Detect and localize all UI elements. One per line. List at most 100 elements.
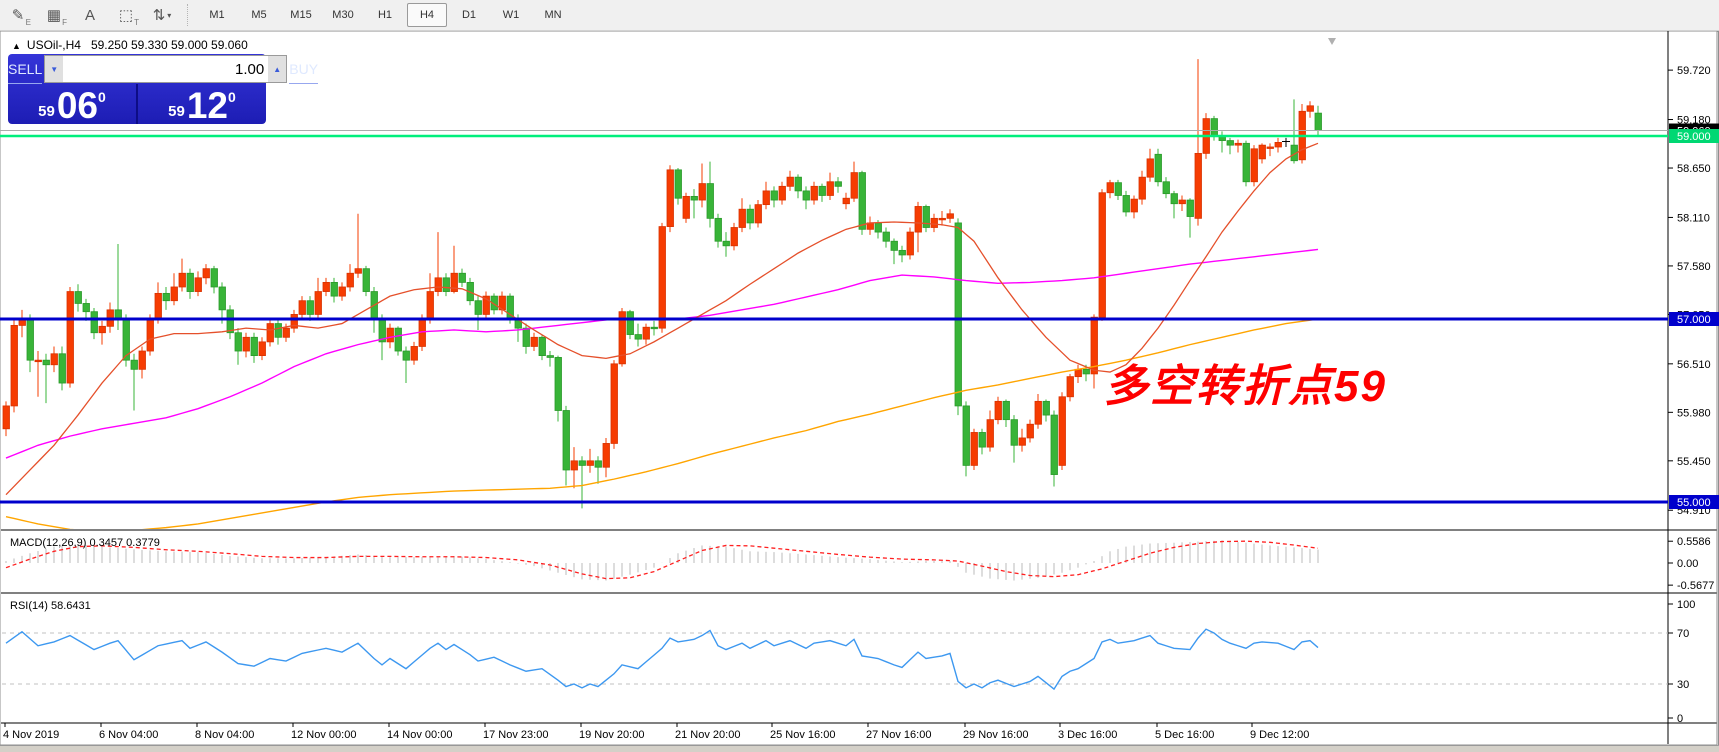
candle-down (26, 318, 34, 361)
time-tick-label: 4 Nov 2019 (3, 729, 59, 741)
candle-up (906, 231, 914, 256)
crosshair-draw-icon[interactable]: ✎ E (11, 7, 31, 27)
candle-down (978, 432, 986, 448)
timeframe-button-m5[interactable]: M5 (251, 9, 267, 21)
timeframe-button-m15[interactable]: M15 (290, 9, 312, 21)
candle-down (474, 300, 482, 315)
candle-up (602, 443, 610, 468)
candle-down (1082, 368, 1090, 375)
timeframe-button-h1[interactable]: H1 (377, 9, 393, 21)
text-tool-icon[interactable]: A (84, 6, 95, 24)
timeframe-button-d1[interactable]: D1 (461, 9, 477, 21)
timeframe-button-m30[interactable]: M30 (332, 9, 354, 21)
ma-slow-orange (5, 318, 1319, 529)
chart-annotation-text[interactable]: 多空转折点59 (1104, 362, 1387, 411)
candle-up (1250, 148, 1258, 183)
arrange-objects-icon[interactable]: ⇅ ▾ (152, 7, 172, 24)
candle-down (186, 272, 194, 292)
candle-up (154, 292, 162, 320)
candle-down (802, 190, 810, 201)
candle-down (58, 353, 66, 384)
candle-up (666, 169, 674, 227)
collapse-panel-icon[interactable]: ▲ (12, 41, 21, 51)
candle-up (730, 227, 738, 247)
candle-up (810, 185, 818, 201)
buy-price-sup: 0 (228, 89, 236, 105)
candle-up (786, 176, 794, 187)
candle-down (82, 303, 90, 313)
candle-up (178, 272, 186, 288)
candle-up (826, 181, 834, 196)
sell-button[interactable]: SELL (8, 54, 43, 84)
candle-up (282, 327, 290, 338)
sell-price-button[interactable]: 59 06 0 (8, 84, 138, 124)
toolbar-separator (187, 4, 189, 26)
candle-up (970, 432, 978, 466)
candle-down (330, 281, 338, 297)
candle-down (1154, 153, 1162, 183)
time-tick-label: 6 Nov 04:00 (99, 729, 158, 741)
ohlc-values: 59.250 59.330 59.000 59.060 (90, 38, 248, 52)
candle-down (714, 217, 722, 242)
candle-up (754, 204, 762, 224)
volume-decrease-button[interactable]: ▼ (45, 56, 64, 82)
price-tick-label: 56.510 (1677, 359, 1711, 371)
candle-up (778, 185, 786, 201)
blue-hline-label: 55.000 (1677, 497, 1711, 509)
blue-hline-label: 57.000 (1677, 314, 1711, 326)
candle-up (618, 311, 626, 365)
time-tick-label: 8 Nov 04:00 (195, 729, 254, 741)
timeframe-button-mn[interactable]: MN (544, 9, 562, 21)
candle-up (994, 400, 1002, 421)
candle-up (938, 217, 946, 221)
candle-down (1042, 400, 1050, 416)
time-tick-label: 14 Nov 00:00 (387, 729, 452, 741)
text-label-tool-icon[interactable]: ⬚ T (118, 7, 139, 27)
candle-down (402, 350, 410, 361)
timeframe-button-w1[interactable]: W1 (502, 9, 520, 21)
buy-button[interactable]: BUY (289, 54, 319, 84)
candle-up (10, 325, 18, 407)
candle-up (914, 206, 922, 233)
candle-up (1058, 396, 1066, 466)
toolbar: ✎ E ▦ F A ⬚ T ⇅ ▾ M1 M5 M15 M30 H1 H4 D1 W1 MN (0, 0, 1719, 31)
volume-increase-button[interactable]: ▲ (268, 56, 287, 82)
candle-up (850, 172, 858, 199)
price-tick-label: 57.580 (1677, 261, 1711, 273)
timeframe-button-h4[interactable]: H4 (407, 3, 447, 27)
buy-price-button[interactable]: 59 12 0 (138, 84, 266, 124)
grid-fib-icon[interactable]: ▦ F (46, 7, 67, 27)
candle-up (50, 353, 58, 366)
candle-up (98, 325, 106, 334)
candle-down (690, 195, 698, 201)
candle-down (1114, 182, 1122, 196)
candle-down (954, 222, 962, 407)
candle-up (530, 336, 538, 347)
rsi-tick-label: 0 (1677, 713, 1683, 725)
candle-up (1266, 146, 1274, 149)
candle-up (34, 359, 42, 363)
candle-up (322, 281, 330, 292)
candle-up (642, 326, 650, 340)
candle-down (594, 460, 602, 468)
candle-down (834, 181, 842, 187)
volume-input[interactable] (63, 56, 269, 82)
candle-down (1010, 419, 1018, 446)
candle-down (1186, 199, 1194, 217)
chart-shift-marker-icon[interactable] (1328, 38, 1336, 45)
candle-up (266, 323, 274, 343)
time-tick-label: 3 Dec 16:00 (1058, 729, 1117, 741)
macd-tick-label: -0.5677 (1677, 580, 1714, 592)
candle-up (410, 346, 418, 361)
candle-up (1146, 158, 1154, 178)
candle-up (1018, 437, 1026, 446)
rsi-panel (2, 628, 1668, 691)
candle-down (578, 460, 586, 466)
candle-up (434, 277, 442, 292)
candle-down (706, 183, 714, 219)
timeframe-button-m1[interactable]: M1 (209, 9, 225, 21)
candle-down (274, 323, 282, 338)
macd-label: MACD(12,26,9) 0.3457 0.3779 (10, 537, 160, 549)
candle-down (458, 272, 466, 283)
